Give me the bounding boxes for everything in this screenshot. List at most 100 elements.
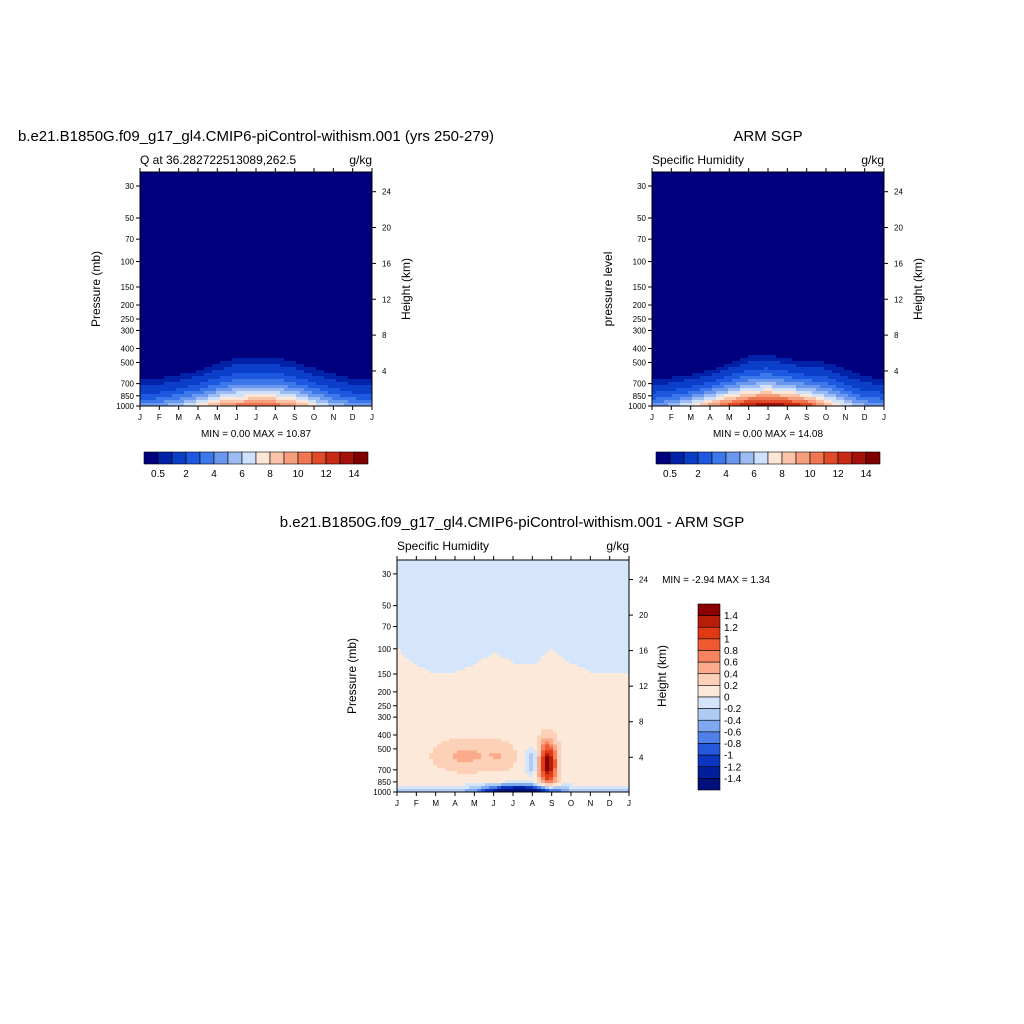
field-cell <box>280 382 285 386</box>
field-cell <box>308 175 313 179</box>
field-cell <box>276 205 281 209</box>
field-cell <box>140 187 145 191</box>
field-cell <box>308 256 313 260</box>
field-cell <box>252 181 257 185</box>
field-cell <box>272 379 277 383</box>
field-cell <box>176 358 181 362</box>
field-cell <box>316 223 321 227</box>
field-cell <box>328 211 333 215</box>
field-cell <box>336 190 341 194</box>
field-cell <box>344 361 349 365</box>
field-cell <box>316 196 321 200</box>
field-cell <box>204 301 209 305</box>
field-cell <box>864 187 869 191</box>
field-cell <box>308 364 313 368</box>
field-cell <box>256 244 261 248</box>
field-cell <box>196 307 201 311</box>
field-cell <box>316 322 321 326</box>
field-cell <box>184 232 189 236</box>
field-cell <box>708 172 713 176</box>
field-cell <box>296 397 301 401</box>
field-cell <box>292 187 297 191</box>
field-cell <box>232 211 237 215</box>
field-cell <box>148 274 153 278</box>
field-cell <box>344 202 349 206</box>
field-cell <box>332 292 337 296</box>
field-cell <box>248 310 253 314</box>
field-cell <box>360 265 365 269</box>
field-cell <box>276 292 281 296</box>
field-cell <box>332 178 337 182</box>
field-cell <box>184 196 189 200</box>
field-cell <box>220 214 225 218</box>
field-cell <box>744 187 749 191</box>
field-cell <box>288 319 293 323</box>
field-cell <box>160 346 165 350</box>
field-cell <box>328 313 333 317</box>
field-cell <box>208 211 213 215</box>
field-cell <box>212 307 217 311</box>
field-cell <box>260 379 265 383</box>
field-cell <box>316 184 321 188</box>
field-cell <box>360 283 365 287</box>
field-cell <box>756 187 761 191</box>
field-cell <box>224 358 229 362</box>
field-cell <box>228 187 233 191</box>
field-cell <box>232 172 237 176</box>
field-cell <box>332 223 337 227</box>
field-cell <box>316 379 321 383</box>
field-cell <box>352 388 357 392</box>
field-cell <box>184 184 189 188</box>
field-cell <box>324 343 329 347</box>
field-cell <box>184 190 189 194</box>
field-cell <box>348 229 353 233</box>
field-cell <box>256 349 261 353</box>
field-cell <box>368 301 372 305</box>
field-cell <box>368 397 372 401</box>
field-cell <box>344 235 349 239</box>
field-cell <box>152 364 157 368</box>
field-cell <box>324 268 329 272</box>
field-cell <box>360 295 365 299</box>
field-cell <box>192 328 197 332</box>
field-cell <box>352 262 357 266</box>
field-cell <box>240 373 245 377</box>
field-cell <box>336 349 341 353</box>
field-cell <box>336 271 341 275</box>
field-cell <box>872 184 877 188</box>
field-cell <box>180 259 185 263</box>
field-cell <box>160 334 165 338</box>
field-cell <box>152 310 157 314</box>
field-cell <box>144 301 149 305</box>
field-cell <box>652 187 657 191</box>
field-cell <box>308 268 313 272</box>
field-cell <box>208 340 213 344</box>
field-cell <box>160 211 165 215</box>
field-cell <box>264 331 269 335</box>
field-cell <box>288 316 293 320</box>
field-cell <box>264 346 269 350</box>
field-cell <box>336 274 341 278</box>
field-cell <box>304 217 309 221</box>
field-cell <box>208 229 213 233</box>
field-cell <box>356 253 361 257</box>
field-cell <box>228 286 233 290</box>
field-cell <box>172 238 177 242</box>
field-cell <box>160 250 165 254</box>
field-cell <box>340 286 345 290</box>
field-cell <box>352 247 357 251</box>
field-cell <box>304 322 309 326</box>
field-cell <box>364 391 369 395</box>
field-cell <box>348 376 353 380</box>
field-cell <box>172 355 177 359</box>
field-cell <box>272 187 277 191</box>
field-cell <box>260 187 265 191</box>
field-cell <box>688 184 693 188</box>
field-cell <box>316 325 321 329</box>
field-cell <box>252 265 257 269</box>
field-cell <box>144 202 149 206</box>
field-cell <box>160 310 165 314</box>
field-cell <box>248 193 253 197</box>
field-cell <box>176 256 181 260</box>
field-cell <box>344 175 349 179</box>
